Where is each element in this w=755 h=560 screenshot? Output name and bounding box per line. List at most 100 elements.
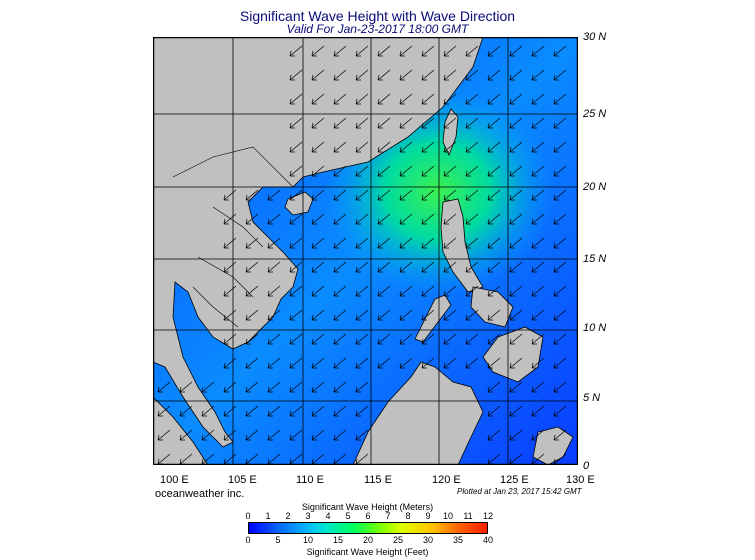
wave-arrow <box>487 93 501 105</box>
wave-arrow <box>245 285 259 297</box>
colorbar-feet-tick: 10 <box>302 535 313 545</box>
wave-arrow <box>421 285 435 297</box>
wave-arrow <box>377 189 391 201</box>
wave-arrow <box>487 261 501 273</box>
wave-arrow <box>157 381 171 393</box>
wave-arrow <box>377 69 391 81</box>
lon-label: 110 E <box>296 474 324 486</box>
wave-arrow <box>355 189 369 201</box>
wave-arrow <box>487 309 501 321</box>
wave-arrow <box>377 357 391 369</box>
wave-arrow <box>509 285 523 297</box>
wave-arrow <box>355 237 369 249</box>
wave-arrow <box>377 309 391 321</box>
wave-arrow <box>311 285 325 297</box>
wave-arrow <box>465 285 479 297</box>
wave-arrow <box>289 45 303 57</box>
wave-arrow <box>355 429 369 441</box>
wave-arrow <box>509 213 523 225</box>
wave-arrow <box>355 165 369 177</box>
wave-arrow <box>355 45 369 57</box>
wave-arrow <box>443 117 457 129</box>
wave-arrow <box>399 213 413 225</box>
wave-arrow <box>509 237 523 249</box>
wave-arrow <box>377 165 391 177</box>
wave-arrow <box>223 261 237 273</box>
wave-arrow <box>289 405 303 417</box>
colorbar-feet-title: Significant Wave Height (Feet) <box>306 547 429 557</box>
wave-arrow <box>465 237 479 249</box>
lat-label: 10 N <box>583 322 607 334</box>
wave-arrow <box>333 69 347 81</box>
wave-arrow <box>267 309 281 321</box>
land-luzon <box>440 198 484 293</box>
wave-arrow <box>377 93 391 105</box>
wave-arrow <box>157 429 171 441</box>
wave-arrow <box>289 309 303 321</box>
wave-arrow <box>531 405 545 417</box>
wave-arrow <box>289 165 303 177</box>
wave-arrow <box>245 309 259 321</box>
wave-arrow <box>289 141 303 153</box>
wave-arrow <box>531 333 545 345</box>
wave-arrow <box>333 357 347 369</box>
wave-arrow <box>487 69 501 81</box>
wave-arrow <box>399 69 413 81</box>
lat-lon-grid <box>153 37 578 465</box>
plotted-timestamp: Plotted at Jan 23, 2017 15:42 GMT <box>457 487 582 496</box>
wave-arrow <box>443 357 457 369</box>
wave-arrow <box>267 213 281 225</box>
wave-arrow <box>223 213 237 225</box>
wave-arrow <box>509 69 523 81</box>
wave-arrow <box>355 93 369 105</box>
wave-arrow <box>355 69 369 81</box>
land-taiwan <box>442 108 459 157</box>
wave-arrow <box>399 165 413 177</box>
wave-arrow <box>553 213 567 225</box>
wave-arrow <box>487 285 501 297</box>
lon-label: 105 E <box>228 474 257 486</box>
land-mainland <box>153 37 484 448</box>
wave-arrow <box>333 165 347 177</box>
wave-arrow <box>531 357 545 369</box>
wave-arrow <box>553 93 567 105</box>
wave-arrow <box>443 333 457 345</box>
wave-arrow <box>465 69 479 81</box>
wave-arrow <box>267 405 281 417</box>
wave-arrow <box>553 189 567 201</box>
wave-arrow <box>179 405 193 417</box>
wave-arrow <box>289 69 303 81</box>
wave-arrow <box>289 117 303 129</box>
wave-arrow <box>245 381 259 393</box>
wave-arrow <box>553 357 567 369</box>
wave-arrow <box>509 93 523 105</box>
wave-arrow <box>465 165 479 177</box>
wave-arrow <box>223 405 237 417</box>
wave-arrow <box>443 237 457 249</box>
wave-arrow <box>553 285 567 297</box>
wave-arrow <box>443 309 457 321</box>
wave-arrow <box>289 237 303 249</box>
lat-label: 25 N <box>583 108 607 120</box>
wave-arrow <box>465 45 479 57</box>
wave-arrow <box>267 261 281 273</box>
colorbar-meters-tick: 11 <box>463 511 473 521</box>
wave-arrow <box>421 117 435 129</box>
wave-arrow <box>223 429 237 441</box>
wave-arrow <box>531 429 545 441</box>
wave-arrow <box>355 141 369 153</box>
wave-arrow <box>333 189 347 201</box>
wave-arrow <box>201 381 215 393</box>
wave-arrow <box>465 357 479 369</box>
wave-arrow <box>399 93 413 105</box>
wave-arrow <box>421 237 435 249</box>
wave-arrow <box>509 261 523 273</box>
wave-arrow <box>487 141 501 153</box>
colorbar-feet-tick: 30 <box>422 535 433 545</box>
wave-arrow <box>245 405 259 417</box>
wave-arrow <box>333 333 347 345</box>
wave-arrow <box>443 261 457 273</box>
wave-arrow <box>531 381 545 393</box>
colorbar-meters-title: Significant Wave Height (Meters) <box>301 502 434 512</box>
lon-label: 115 E <box>364 474 392 486</box>
